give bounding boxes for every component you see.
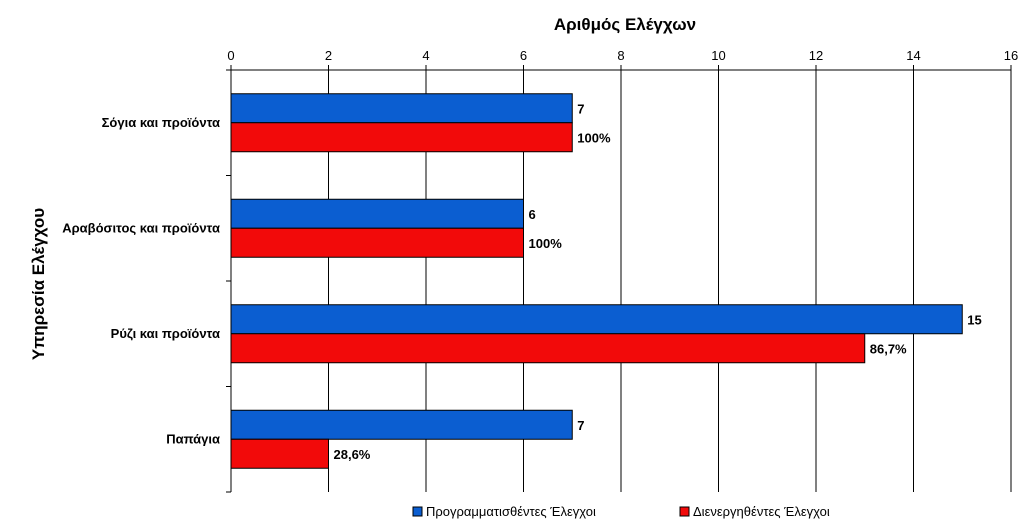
- data-label: 100%: [577, 130, 611, 145]
- category-label: Σόγια και προϊόντα: [102, 115, 220, 130]
- category-label: Παπάγια: [166, 431, 220, 446]
- bar: [230, 409, 573, 440]
- legend: Προγραμματισθέντες Έλεγχοι Διενεργηθέντες…: [412, 504, 830, 519]
- bar: [230, 227, 524, 258]
- x-tick-label: 14: [906, 48, 920, 63]
- legend-swatch: [412, 506, 423, 517]
- data-label: 28,6%: [334, 447, 371, 462]
- x-tick-label: 6: [520, 48, 527, 63]
- data-label: 7: [577, 418, 584, 433]
- x-tick-label: 0: [227, 48, 234, 63]
- bars: [230, 93, 963, 469]
- data-label: 7: [577, 101, 584, 116]
- bar: [230, 333, 866, 364]
- bar: [230, 438, 329, 469]
- data-label: 15: [967, 312, 981, 327]
- data-label: 100%: [529, 236, 563, 251]
- legend-label: Προγραμματισθέντες Έλεγχοι: [426, 504, 596, 519]
- bar: [230, 122, 573, 153]
- category-label: Αραβόσιτος και προϊόντα: [62, 220, 220, 235]
- legend-swatch: [679, 506, 690, 517]
- category-labels: Σόγια και προϊόντα Αραβόσιτος και προϊόντ…: [62, 115, 220, 447]
- category-label: Ρύζι και προϊόντα: [111, 326, 220, 341]
- y-axis-title: Υπηρεσία Ελέγχου: [29, 208, 48, 360]
- bar: [230, 304, 963, 335]
- x-tick-label: 12: [809, 48, 823, 63]
- axes: [226, 65, 1012, 493]
- x-tick-label: 10: [711, 48, 725, 63]
- x-tick-label: 4: [422, 48, 429, 63]
- bar: [230, 198, 524, 229]
- data-labels: 7 100% 6 100% 15 86,7% 7 28,6%: [334, 101, 982, 462]
- x-tick-label: 2: [325, 48, 332, 63]
- data-label: 6: [529, 207, 536, 222]
- x-tick-label: 16: [1004, 48, 1018, 63]
- legend-label: Διενεργηθέντες Έλεγχοι: [693, 504, 830, 519]
- bar: [230, 93, 573, 124]
- x-tick-labels: 0 2 4 6 8 10 12 14 16: [227, 48, 1018, 63]
- x-tick-label: 8: [617, 48, 624, 63]
- x-axis-title: Αριθμός Ελέγχων: [554, 15, 696, 34]
- data-label: 86,7%: [870, 341, 907, 356]
